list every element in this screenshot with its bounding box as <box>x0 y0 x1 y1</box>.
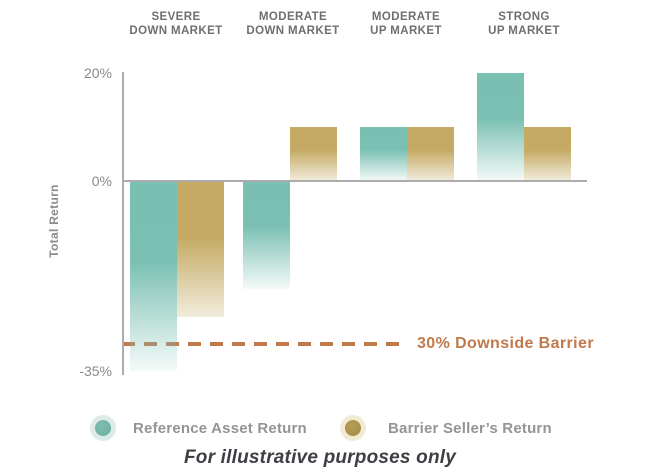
category-line1: STRONG <box>498 11 550 23</box>
category-line2: UP MARKET <box>488 25 560 37</box>
category-line2: DOWN MARKET <box>246 25 340 37</box>
bar-seller-moderate-down <box>290 126 337 181</box>
category-line1: MODERATE <box>371 11 441 23</box>
y-axis-line <box>122 72 124 375</box>
category-label-severe-down-market: SEVERE DOWN MARKET <box>129 10 222 38</box>
category-line1: SEVERE <box>151 11 201 23</box>
bar-reference-moderate-down <box>243 181 290 290</box>
category-line2: DOWN MARKET <box>129 25 223 37</box>
category-label-moderate-down-market: MODERATE DOWN MARKET <box>246 10 339 38</box>
legend-dot-reference <box>90 415 116 441</box>
category-label-strong-up-market: STRONG UP MARKET <box>488 10 560 38</box>
legend-dot-reference-inner <box>95 420 111 436</box>
legend-label-barrier-seller-return: Barrier Seller’s Return <box>388 420 552 437</box>
category-line2: UP MARKET <box>370 25 442 37</box>
bar-seller-severe-down <box>177 181 224 317</box>
bar-reference-severe-down <box>130 181 177 371</box>
bar-seller-strong-up <box>524 126 571 181</box>
legend-dot-barrier-seller-inner <box>345 420 361 436</box>
legend-label-reference-asset-return: Reference Asset Return <box>133 420 307 437</box>
y-tick-label: 0% <box>91 173 112 189</box>
bar-seller-moderate-up <box>407 126 454 181</box>
y-tick-label: 20% <box>83 64 112 81</box>
y-tick-label: -35% <box>79 362 112 379</box>
bar-reference-moderate-up <box>360 126 407 181</box>
zero-baseline <box>122 180 587 182</box>
footnote: For illustrative purposes only <box>183 447 457 468</box>
category-line1: MODERATE <box>258 11 328 23</box>
downside-barrier-dashed-line <box>122 341 400 346</box>
legend-dot-barrier-seller <box>340 415 366 441</box>
bar-reference-strong-up <box>477 72 524 181</box>
downside-barrier-label: 30% Downside Barrier <box>417 334 594 352</box>
category-label-moderate-up-market: MODERATE UP MARKET <box>370 10 442 38</box>
